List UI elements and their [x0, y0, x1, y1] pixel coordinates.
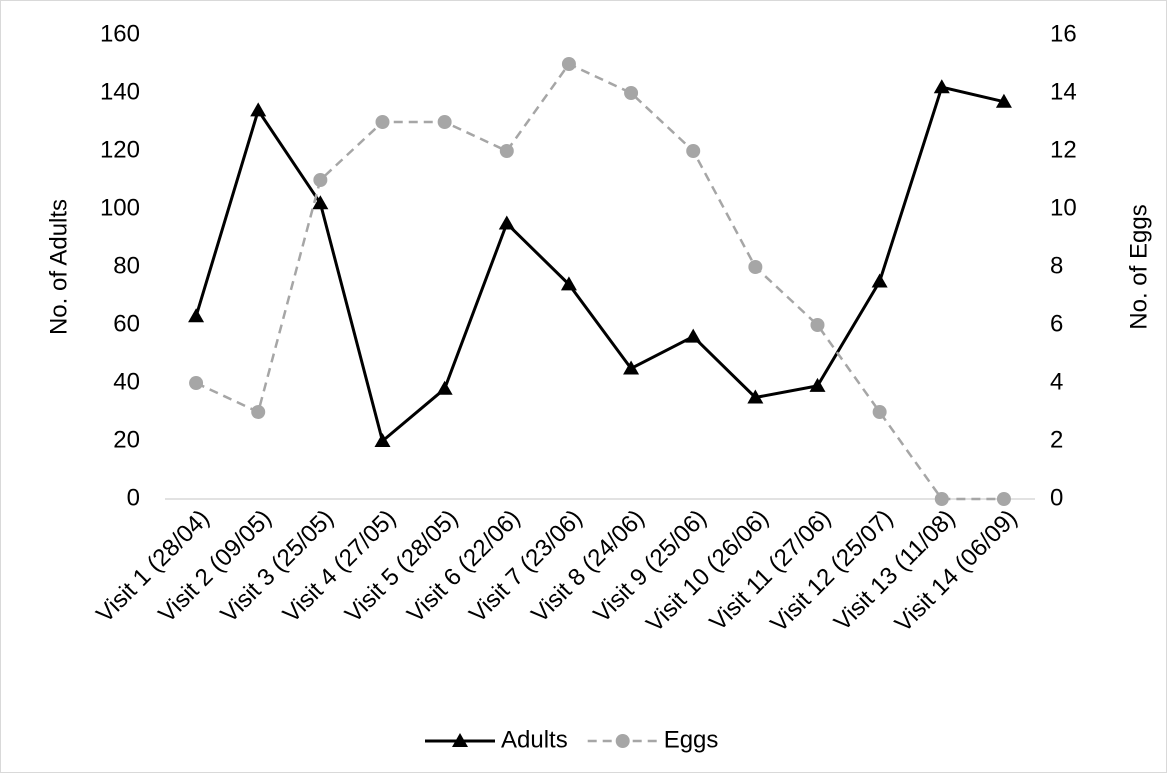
y-tick-label: 40 — [113, 368, 140, 395]
legend-marker — [616, 734, 630, 748]
y2-tick-label: 6 — [1050, 310, 1063, 337]
y2-tick-label: 8 — [1050, 252, 1063, 279]
data-point — [376, 115, 390, 129]
data-point — [686, 144, 700, 158]
data-point — [438, 115, 452, 129]
data-point — [624, 86, 638, 100]
data-point — [500, 144, 514, 158]
data-point — [251, 405, 265, 419]
data-point — [811, 318, 825, 332]
y-tick-label: 120 — [100, 136, 140, 163]
y-tick-label: 60 — [113, 310, 140, 337]
y-tick-label: 80 — [113, 252, 140, 279]
chart: No. of Adults No. of Eggs 02040608010012… — [0, 0, 1167, 773]
y2-tick-label: 12 — [1050, 136, 1077, 163]
y-tick-label: 140 — [100, 78, 140, 105]
legend-label: Adults — [501, 726, 568, 753]
y-axis-title: No. of Adults — [45, 199, 72, 335]
y2-tick-label: 16 — [1050, 20, 1077, 47]
y2-tick-label: 4 — [1050, 368, 1063, 395]
data-point — [748, 260, 762, 274]
y2-tick-label: 2 — [1050, 426, 1063, 453]
data-point — [935, 492, 949, 506]
chart-border — [1, 1, 1167, 773]
y-tick-label: 0 — [127, 484, 140, 511]
y-tick-label: 20 — [113, 426, 140, 453]
y2-tick-label: 10 — [1050, 194, 1077, 221]
legend-label: Eggs — [664, 726, 719, 753]
data-point — [189, 376, 203, 390]
data-point — [873, 405, 887, 419]
y2-tick-label: 0 — [1050, 484, 1063, 511]
data-point — [562, 57, 576, 71]
y-tick-label: 160 — [100, 20, 140, 47]
data-point — [313, 173, 327, 187]
data-point — [997, 492, 1011, 506]
y-tick-label: 100 — [100, 194, 140, 221]
y2-axis-title: No. of Eggs — [1125, 204, 1152, 329]
y2-tick-label: 14 — [1050, 78, 1077, 105]
